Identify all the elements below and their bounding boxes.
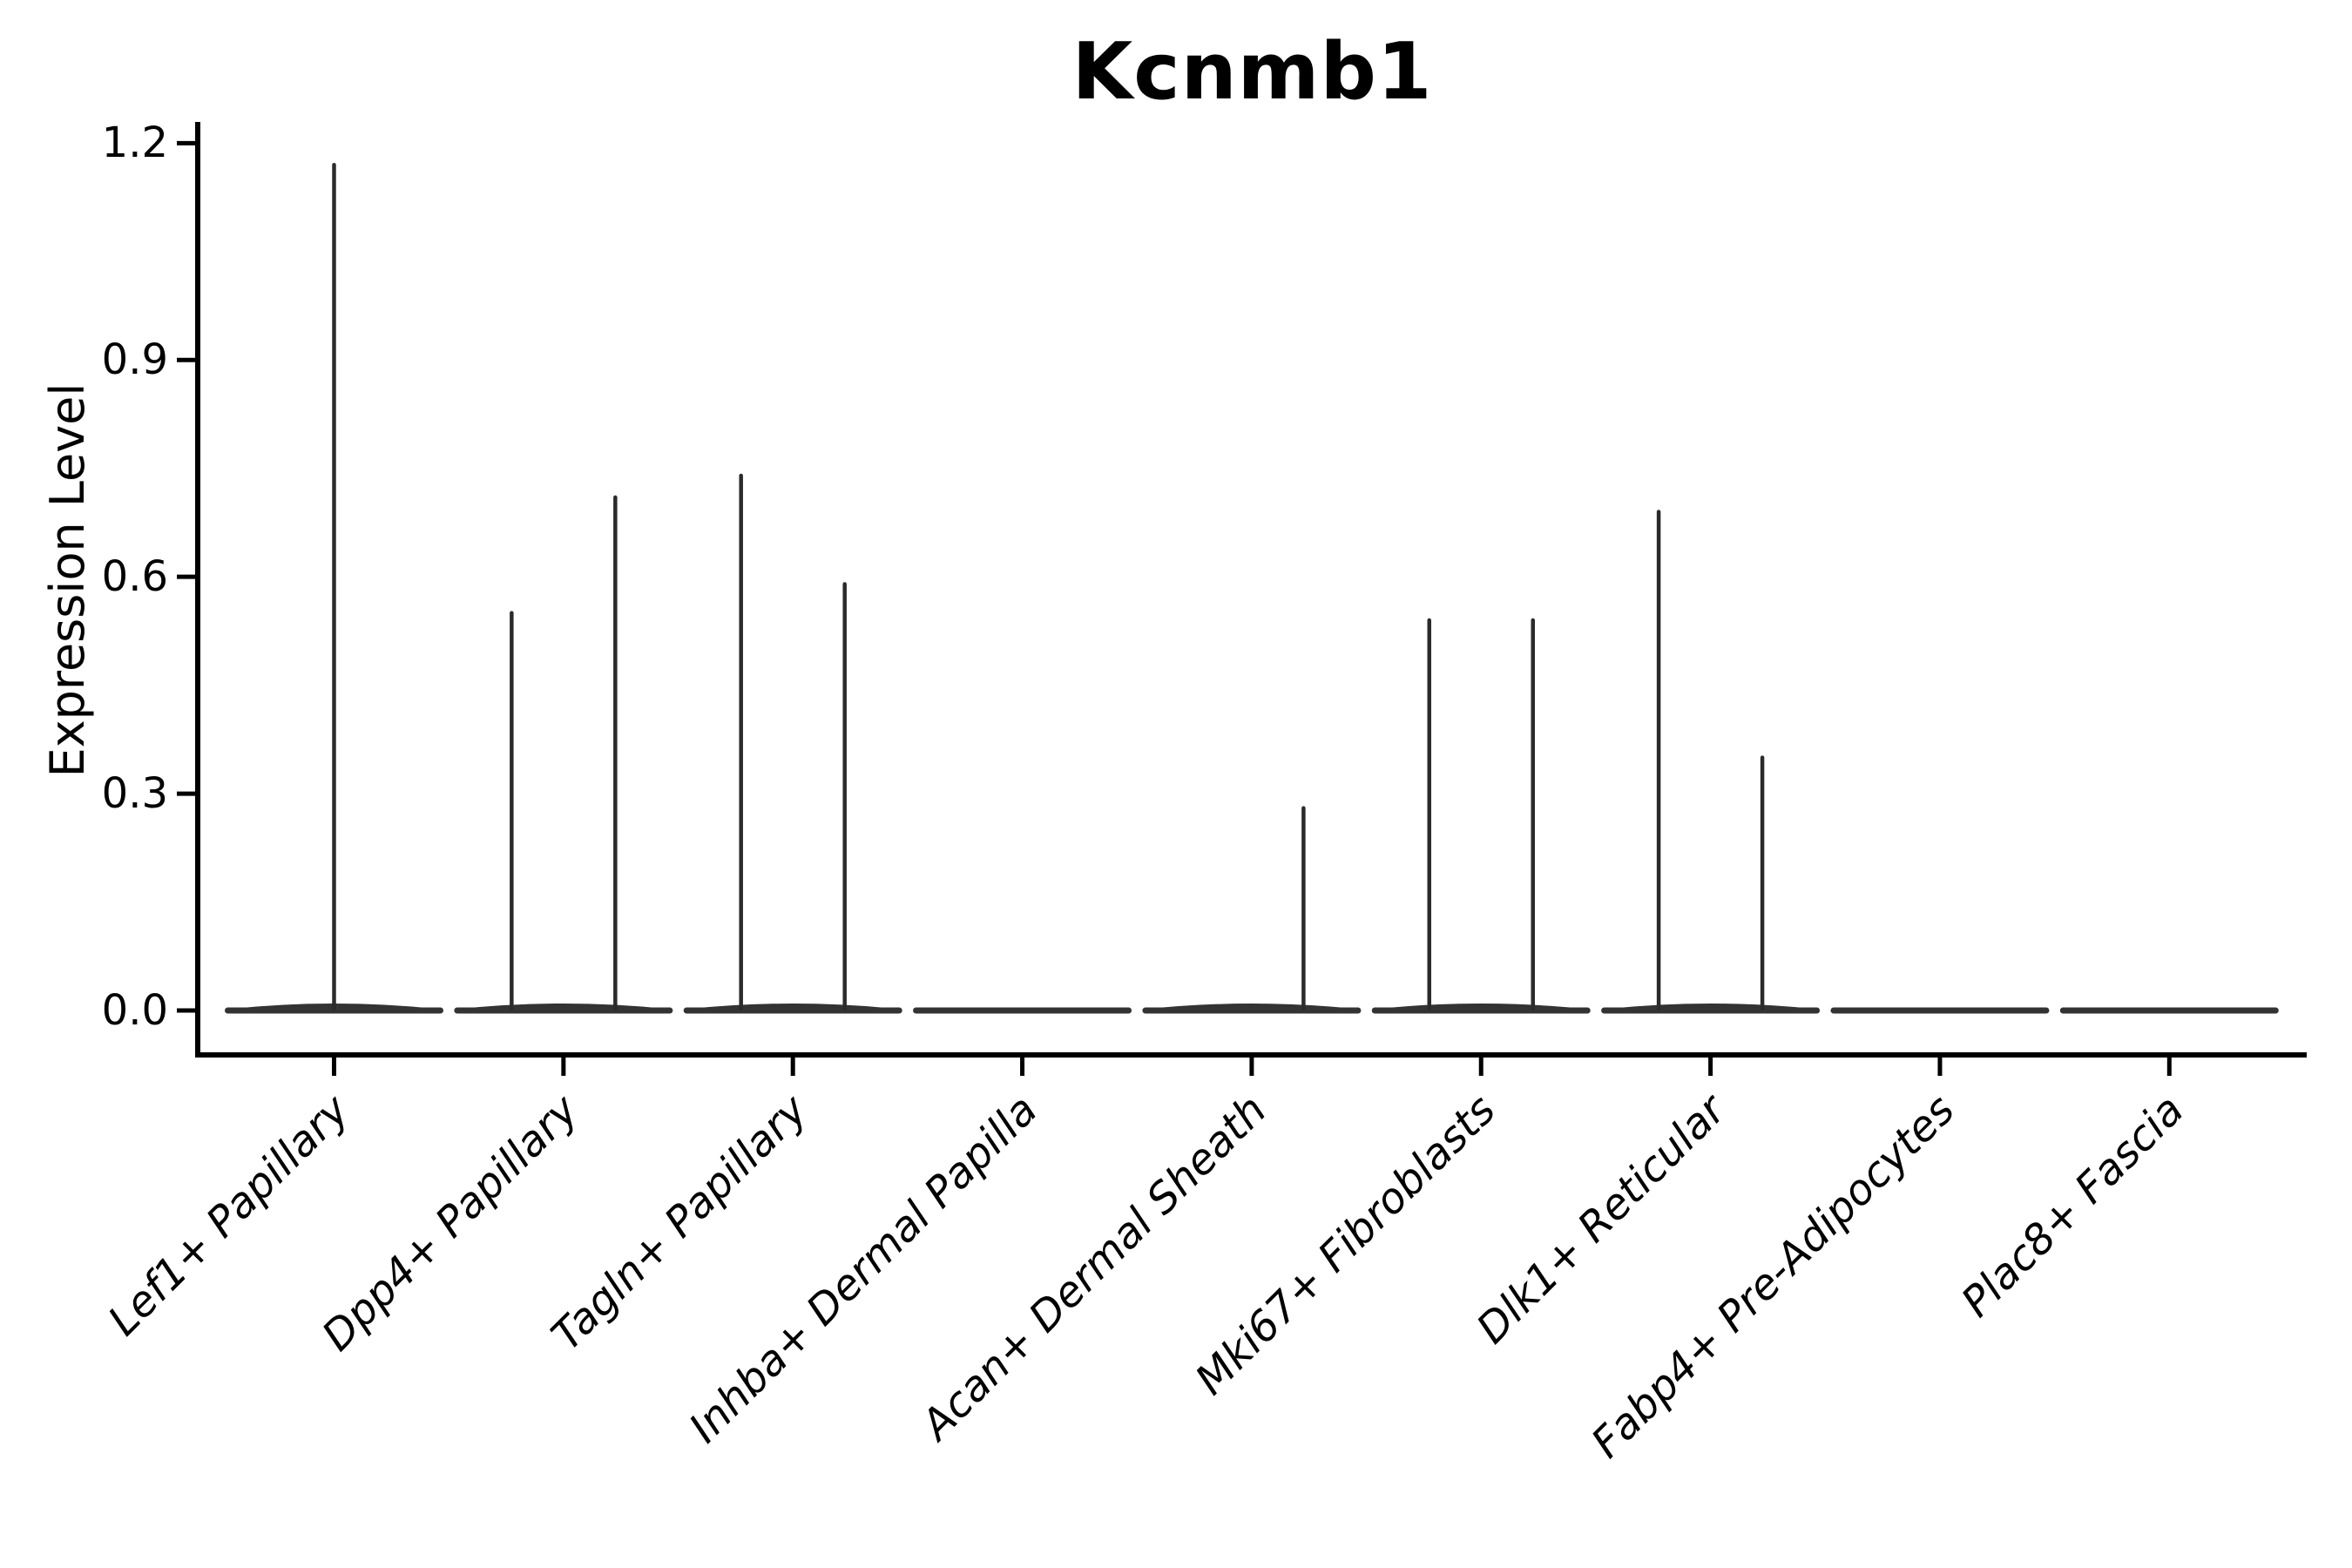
y-tick-label: 0.9 [101, 335, 168, 385]
y-tick-label: 0.6 [101, 552, 168, 602]
y-tick-label: 0.3 [101, 769, 168, 819]
y-tick-label: 0.0 [101, 986, 168, 1035]
chart-title: Kcnmb1 [1071, 26, 1433, 118]
y-tick-label: 1.2 [101, 118, 168, 168]
